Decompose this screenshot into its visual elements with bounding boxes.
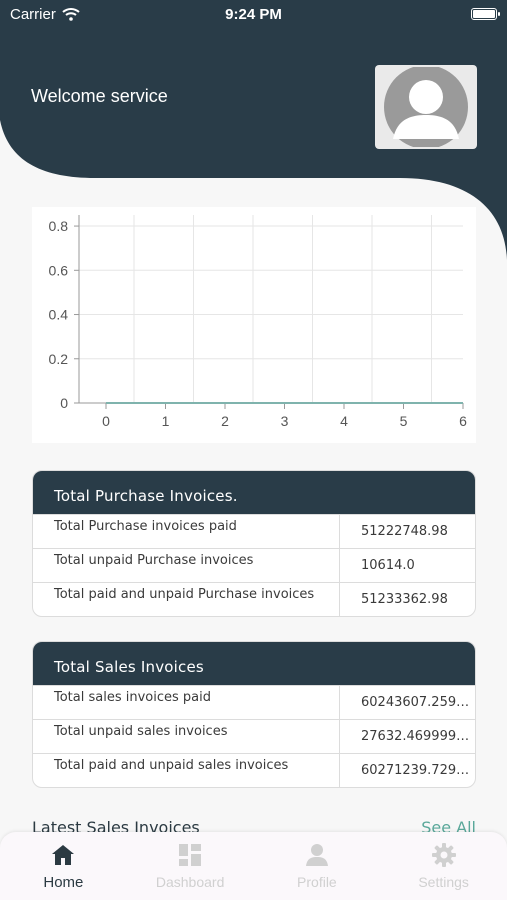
gear-icon xyxy=(431,842,456,868)
y-tick-label: 0.8 xyxy=(49,218,69,234)
row-label: Total paid and unpaid sales invoices xyxy=(33,754,340,787)
purchase-invoices-card: Total Purchase Invoices. Total Purchase … xyxy=(32,470,476,617)
tab-label: Settings xyxy=(418,874,469,890)
sales-invoices-card: Total Sales Invoices Total sales invoice… xyxy=(32,641,476,788)
chart-card: 0 0.2 0.4 0.6 0.8 0 1 2 3 4 5 6 xyxy=(32,207,492,443)
tab-home[interactable]: Home xyxy=(0,832,127,900)
row-value: 10614.0 xyxy=(361,558,415,573)
x-tick-label: 5 xyxy=(400,413,408,429)
x-tick-label: 1 xyxy=(162,413,170,429)
row-value: 60243607.2599... xyxy=(361,695,475,710)
line-chart: 0 0.2 0.4 0.6 0.8 0 1 2 3 4 5 6 xyxy=(49,215,492,429)
tab-label: Home xyxy=(43,874,84,891)
person-placeholder-icon xyxy=(384,67,468,147)
tab-profile[interactable]: Profile xyxy=(254,832,381,900)
row-label: Total unpaid sales invoices xyxy=(33,720,340,753)
tab-label: Dashboard xyxy=(155,874,225,890)
welcome-text: Welcome service xyxy=(31,86,168,106)
row-value: 51222748.98 xyxy=(361,524,448,539)
wifi-icon xyxy=(62,8,80,21)
row-value: 60271239.7299... xyxy=(361,763,475,778)
purchase-invoices-title: Total Purchase Invoices. xyxy=(33,471,475,514)
battery-icon xyxy=(471,8,500,20)
x-tick-label: 3 xyxy=(281,413,289,429)
row-label: Total Purchase invoices paid xyxy=(33,515,340,548)
tab-dashboard[interactable]: Dashboard xyxy=(127,832,254,900)
y-tick-label: 0.4 xyxy=(49,307,69,323)
y-tick-label: 0 xyxy=(60,395,68,411)
table-row: Total unpaid sales invoices 27632.469999… xyxy=(33,719,475,753)
status-bar: Carrier 9:24 PM xyxy=(0,0,507,28)
table-row: Total paid and unpaid Purchase invoices … xyxy=(33,582,475,616)
carrier-label: Carrier xyxy=(10,5,56,23)
table-row: Total paid and unpaid sales invoices 602… xyxy=(33,753,475,787)
home-icon xyxy=(51,842,75,868)
clock: 9:24 PM xyxy=(225,5,282,23)
x-tick-label: 2 xyxy=(221,413,229,429)
tab-bar: Home Dashboard Profile xyxy=(0,832,507,900)
row-label: Total paid and unpaid Purchase invoices xyxy=(33,583,340,616)
row-value: 51233362.98 xyxy=(361,592,448,607)
table-row: Total unpaid Purchase invoices 10614.0 xyxy=(33,548,475,582)
sales-invoices-title: Total Sales Invoices xyxy=(33,642,475,685)
row-value: 27632.4699999... xyxy=(361,729,475,744)
y-tick-label: 0.6 xyxy=(49,262,69,278)
x-tick-label: 4 xyxy=(340,413,348,429)
table-row: Total sales invoices paid 60243607.2599.… xyxy=(33,685,475,719)
avatar[interactable] xyxy=(375,65,477,149)
row-label: Total sales invoices paid xyxy=(33,686,340,719)
tab-label: Profile xyxy=(297,874,337,890)
table-row: Total Purchase invoices paid 51222748.98 xyxy=(33,514,475,548)
x-tick-label: 6 xyxy=(459,413,467,429)
person-icon xyxy=(305,842,328,868)
tab-settings[interactable]: Settings xyxy=(380,832,507,900)
row-label: Total unpaid Purchase invoices xyxy=(33,549,340,582)
dashboard-icon xyxy=(179,842,202,868)
y-tick-label: 0.2 xyxy=(49,351,69,367)
x-tick-label: 0 xyxy=(102,413,110,429)
